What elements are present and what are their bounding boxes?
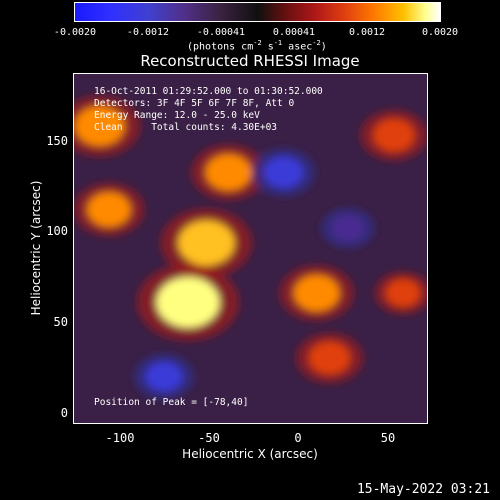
y-axis-title: Heliocentric Y (arcsec) (29, 180, 43, 316)
render-timestamp: 15-May-2022 03:21 (356, 482, 490, 497)
colorbar-tick: -0.0020 (53, 27, 97, 38)
info-peak-position: Position of Peak = [-78,40] (94, 397, 249, 408)
heatmap-source (74, 105, 126, 147)
y-tick-label: 0 (60, 406, 68, 420)
colorbar-tick: 0.0020 (421, 27, 459, 38)
info-time-range: 16-Oct-2011 01:29:52.000 to 01:30:52.000 (94, 86, 323, 97)
colorbar-tick: 0.00041 (272, 27, 316, 38)
x-tick-label: 0 (294, 431, 302, 445)
heatmap-source (331, 214, 365, 242)
x-axis-title: Heliocentric X (arcsec) (182, 447, 318, 461)
colorbar-tick: -0.0012 (126, 27, 170, 38)
x-tick-label: -100 (105, 431, 135, 445)
y-tick-label: 150 (46, 134, 68, 148)
colorbar (74, 2, 441, 22)
chart-title: Reconstructed RHESSI Image (140, 52, 360, 70)
colorbar-tick: 0.0012 (348, 27, 386, 38)
heatmap-plot-area (73, 73, 428, 424)
heatmap-source (308, 341, 351, 375)
heatmap-source (177, 219, 236, 266)
heatmap-source (145, 361, 183, 392)
info-total-counts: Clean Total counts: 4.30E+03 (94, 122, 278, 133)
heatmap-image (74, 74, 427, 423)
y-tick-label: 50 (53, 315, 68, 329)
heatmap-source (86, 191, 132, 228)
y-tick-label: 100 (46, 224, 68, 238)
colorbar-tick: -0.00041 (196, 27, 246, 38)
info-detectors: Detectors: 3F 4F 5F 6F 7F 8F, Att 0 (94, 98, 295, 109)
heatmap-source (385, 278, 421, 308)
heatmap-source (205, 153, 252, 191)
x-tick-label: -50 (198, 431, 220, 445)
heatmap-source (372, 118, 415, 153)
heatmap-source (293, 274, 340, 312)
colorbar-unit-label: (photons cm-2 s-1 asec-2) (187, 39, 327, 53)
heatmap-source (155, 276, 220, 328)
x-tick-label: 50 (380, 431, 396, 445)
info-energy-range: Energy Range: 12.0 - 25.0 keV (94, 110, 260, 121)
heatmap-source (263, 156, 304, 189)
